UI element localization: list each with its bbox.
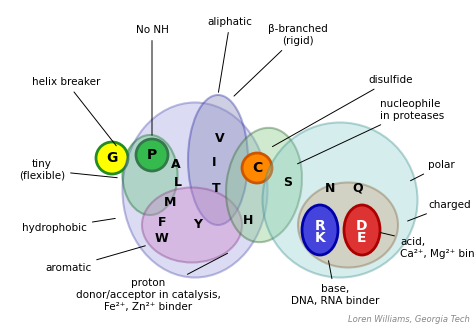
Text: H: H <box>243 214 253 227</box>
Text: polar: polar <box>410 160 455 181</box>
Text: C: C <box>252 161 262 175</box>
Ellipse shape <box>136 139 168 171</box>
Text: Q: Q <box>353 181 363 195</box>
Text: A: A <box>171 158 181 172</box>
Text: tiny
(flexible): tiny (flexible) <box>19 159 117 181</box>
Ellipse shape <box>298 182 398 268</box>
Ellipse shape <box>96 142 128 174</box>
Text: charged: charged <box>408 200 471 221</box>
Text: hydrophobic: hydrophobic <box>22 218 115 233</box>
Text: D: D <box>356 219 368 233</box>
Text: disulfide: disulfide <box>273 75 412 147</box>
Text: K: K <box>315 231 325 245</box>
Ellipse shape <box>142 188 242 262</box>
Text: I: I <box>212 155 216 169</box>
Text: T: T <box>212 181 220 195</box>
Text: E: E <box>357 231 367 245</box>
Text: R: R <box>315 219 325 233</box>
Text: G: G <box>106 151 118 165</box>
Ellipse shape <box>242 153 272 183</box>
Text: P: P <box>147 148 157 162</box>
Text: aliphatic: aliphatic <box>208 17 253 92</box>
Text: V: V <box>215 132 225 145</box>
Text: helix breaker: helix breaker <box>32 77 116 146</box>
Text: No NH: No NH <box>136 25 168 135</box>
Text: W: W <box>155 232 169 244</box>
Text: nucleophile
in proteases: nucleophile in proteases <box>298 99 444 164</box>
Ellipse shape <box>344 205 380 255</box>
Text: S: S <box>283 176 292 190</box>
Text: acid,
Ca²⁺, Mg²⁺ binder: acid, Ca²⁺, Mg²⁺ binder <box>381 233 474 259</box>
Ellipse shape <box>188 95 248 225</box>
Text: Y: Y <box>193 218 202 232</box>
Text: aromatic: aromatic <box>45 246 146 273</box>
Text: M: M <box>164 195 176 209</box>
Text: L: L <box>174 175 182 189</box>
Ellipse shape <box>302 205 338 255</box>
Text: β-branched
(rigid): β-branched (rigid) <box>234 24 328 96</box>
Text: base,
DNA, RNA binder: base, DNA, RNA binder <box>291 261 379 306</box>
Text: proton
donor/acceptor in catalysis,
Fe²⁺, Zn²⁺ binder: proton donor/acceptor in catalysis, Fe²⁺… <box>75 253 228 312</box>
Ellipse shape <box>226 128 302 242</box>
Ellipse shape <box>263 122 418 277</box>
Ellipse shape <box>122 102 267 277</box>
Ellipse shape <box>122 135 177 215</box>
Text: F: F <box>158 215 166 229</box>
Text: Loren Williams, Georgia Tech: Loren Williams, Georgia Tech <box>348 315 470 324</box>
Text: N: N <box>325 181 335 195</box>
